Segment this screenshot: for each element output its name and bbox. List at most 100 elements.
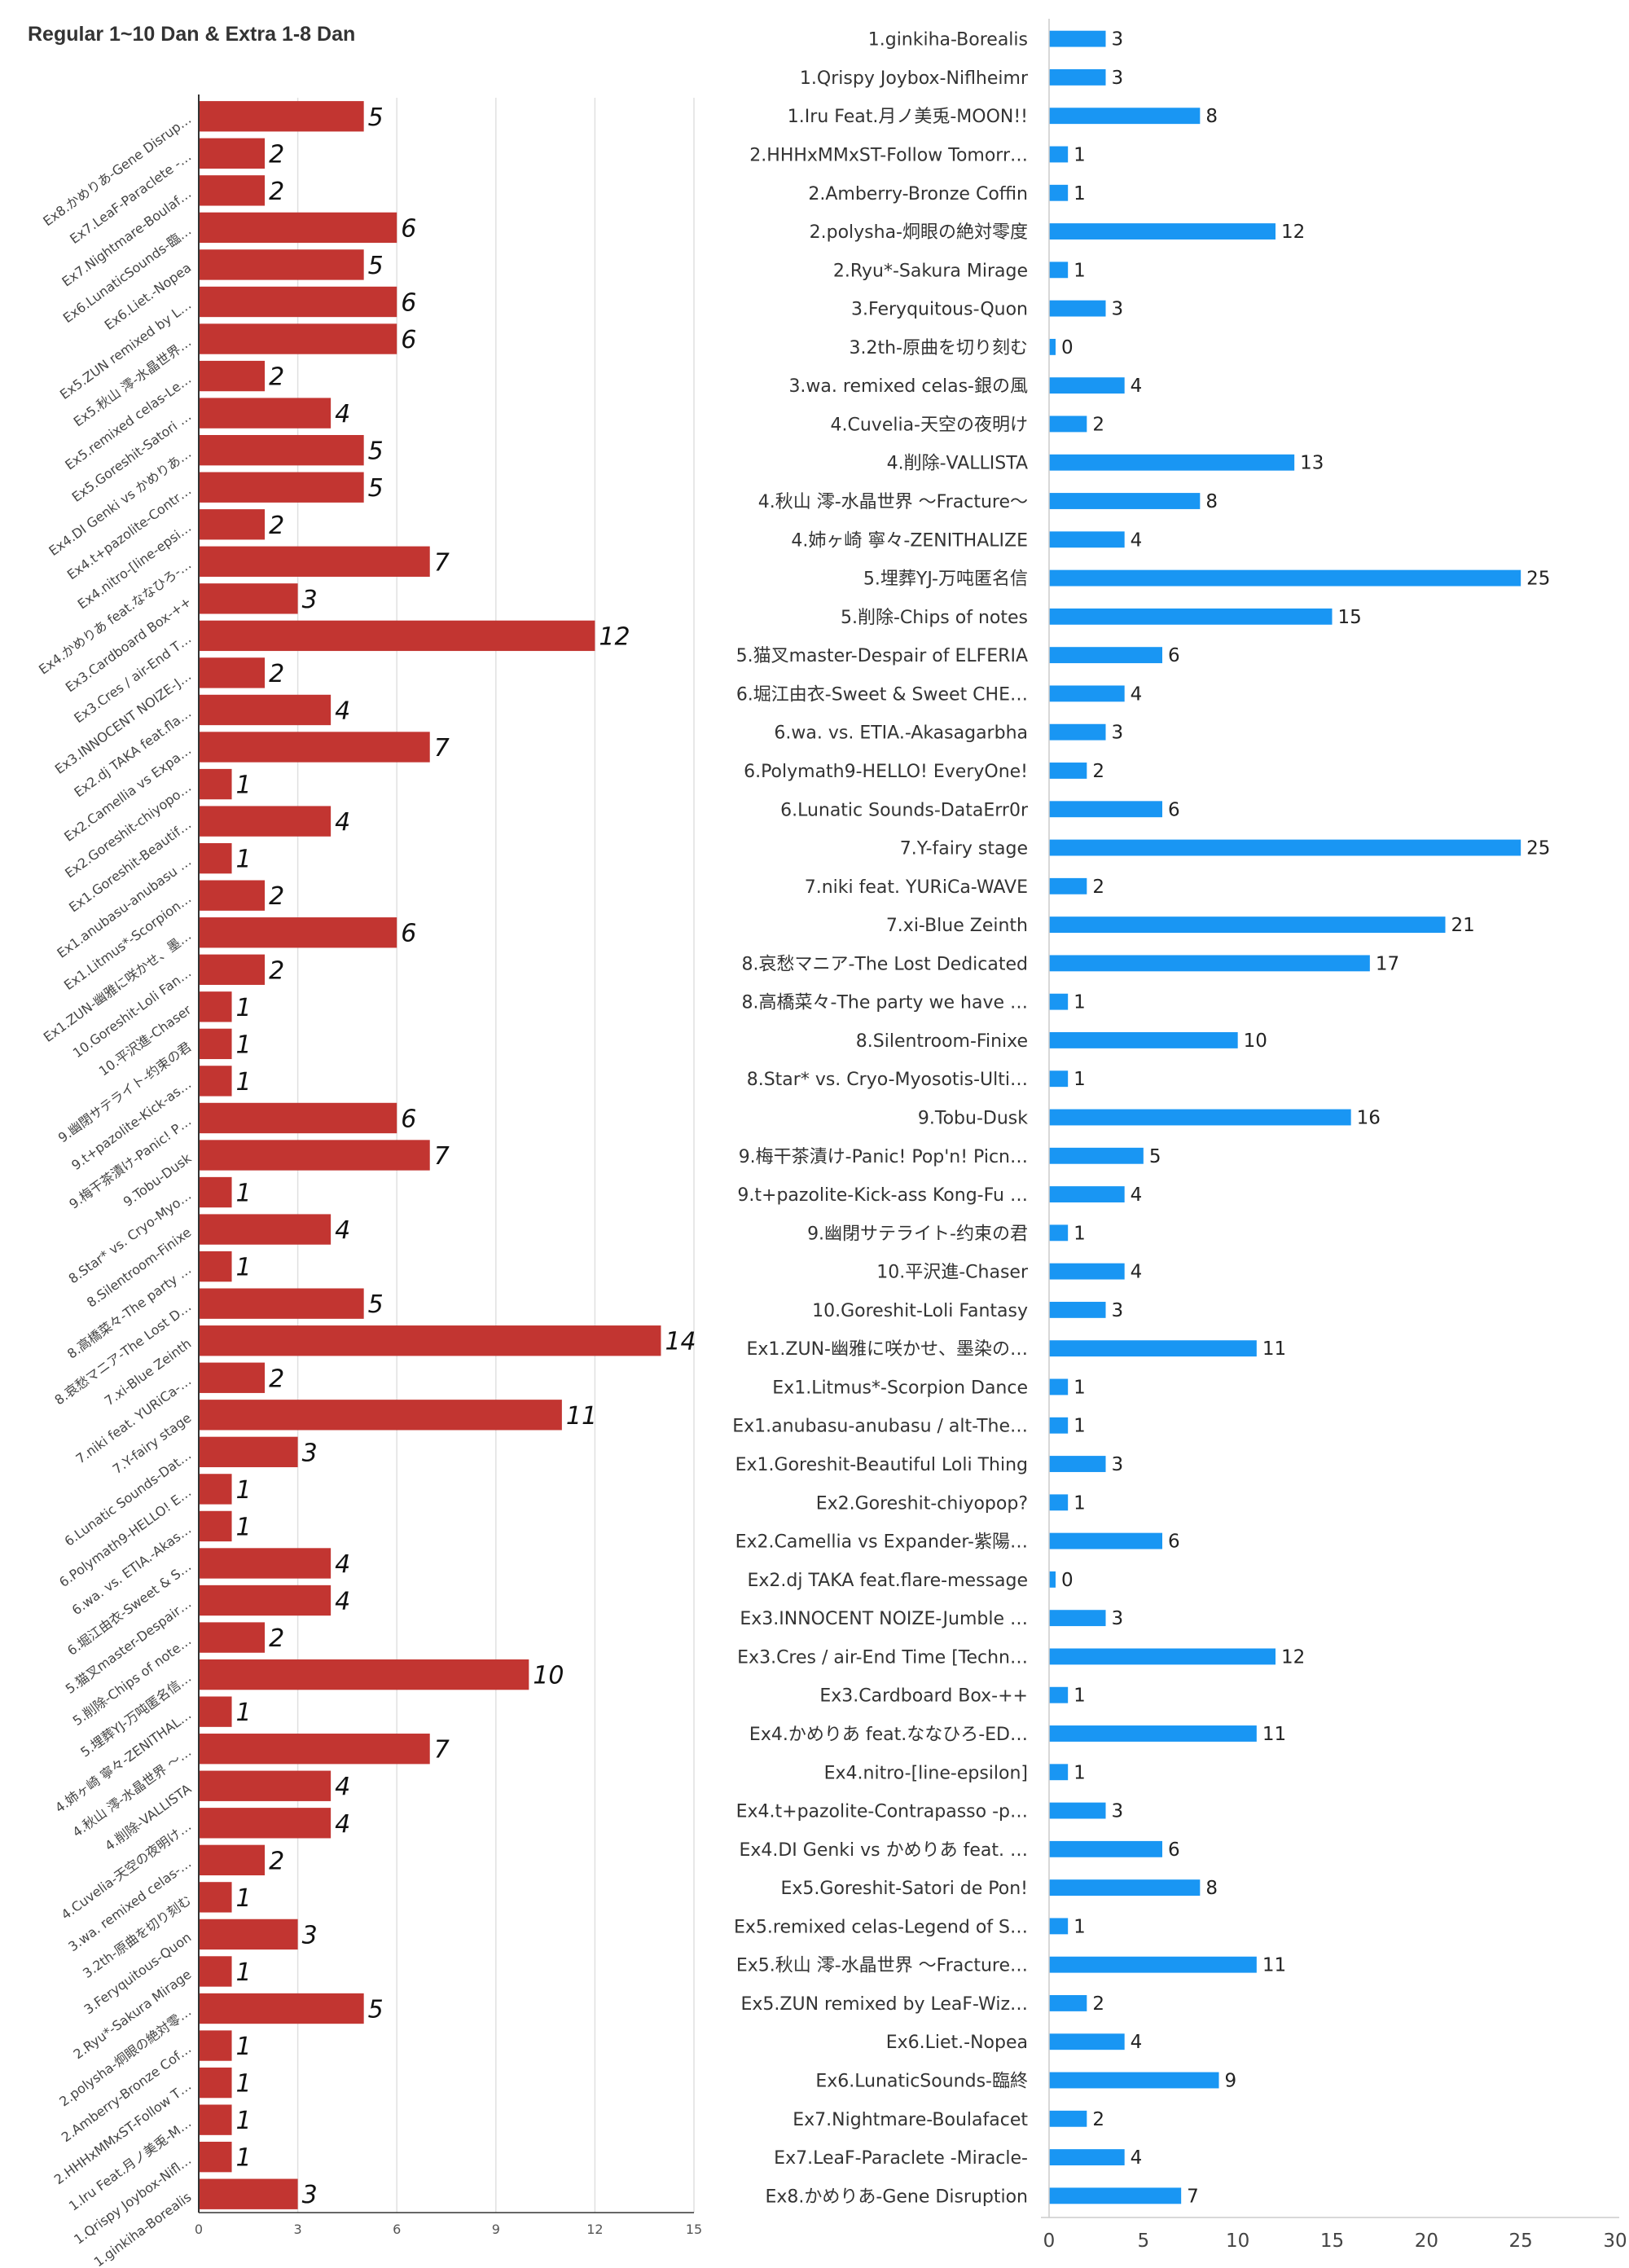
- left-bar-31: [199, 1250, 232, 1282]
- left-value-label-53: 1: [236, 2070, 252, 2099]
- right-category-label-52: Ex6.Liet.-Nopea: [886, 2033, 1028, 2053]
- right-bar-17: [1049, 685, 1125, 702]
- right-bar-8: [1049, 338, 1056, 355]
- right-value-label-50: 11: [1262, 1955, 1286, 1976]
- left-bar-3: [199, 212, 397, 244]
- right-bar-32: [1049, 1263, 1125, 1280]
- right-value-label-32: 4: [1131, 1262, 1143, 1283]
- left-bar-47: [199, 1844, 266, 1876]
- right-value-label-53: 9: [1225, 2071, 1237, 2092]
- right-bar-46: [1049, 1802, 1106, 1819]
- right-value-label-27: 1: [1074, 1069, 1086, 1090]
- right-bar-3: [1049, 146, 1069, 163]
- left-value-label-56: 3: [302, 2181, 318, 2209]
- right-category-label-28: 9.Tobu-Dusk: [918, 1109, 1028, 1129]
- right-bar-5: [1049, 223, 1276, 240]
- right-bar-9: [1049, 377, 1125, 394]
- right-bar-52: [1049, 2033, 1125, 2050]
- right-category-label-46: Ex4.t+pazolite-Contrapasso -p…: [736, 1802, 1028, 1822]
- left-bar-26: [199, 1066, 232, 1097]
- right-bar-50: [1049, 1956, 1257, 1973]
- left-bar-14: [199, 620, 595, 652]
- left-bar-18: [199, 768, 232, 800]
- right-bar-42: [1049, 1648, 1276, 1665]
- right-x-tick-label-6: 30: [1603, 2231, 1627, 2252]
- right-bar-51: [1049, 1995, 1087, 2011]
- left-bar-1: [199, 138, 266, 169]
- right-category-label-21: 7.Y-fairy stage: [900, 839, 1028, 859]
- right-x-tick-label-2: 10: [1226, 2231, 1249, 2252]
- left-value-label-32: 5: [368, 1290, 384, 1319]
- right-bar-37: [1049, 1456, 1106, 1472]
- left-value-label-17: 7: [434, 734, 450, 763]
- right-category-label-10: 4.Cuvelia-天空の夜明け: [831, 415, 1029, 435]
- left-value-label-52: 1: [236, 2033, 252, 2061]
- left-value-label-5: 6: [401, 288, 416, 317]
- right-category-label-47: Ex4.DI Genki vs かめりあ feat. …: [739, 1840, 1028, 1861]
- right-bar-44: [1049, 1725, 1257, 1742]
- right-category-label-32: 10.平沢進-Chaser: [876, 1263, 1029, 1283]
- right-value-label-56: 7: [1187, 2186, 1199, 2207]
- right-bar-23: [1049, 916, 1446, 934]
- left-bar-56: [199, 2178, 298, 2209]
- right-category-label-14: 5.埋葬YJ-万吨匿名信: [863, 569, 1028, 590]
- right-value-label-15: 15: [1338, 607, 1362, 628]
- right-value-label-7: 3: [1112, 299, 1124, 320]
- left-bar-0: [199, 101, 364, 132]
- right-value-label-25: 1: [1074, 992, 1086, 1013]
- left-bar-55: [199, 2142, 232, 2173]
- left-value-label-47: 2: [269, 1847, 284, 1875]
- left-bar-29: [199, 1176, 232, 1208]
- left-value-label-34: 2: [269, 1365, 284, 1393]
- right-category-label-11: 4.削除-VALLISTA: [887, 454, 1028, 474]
- right-category-label-31: 9.幽閉サテライト-约束の君: [807, 1224, 1028, 1244]
- right-bar-4: [1049, 184, 1069, 201]
- right-category-label-18: 6.wa. vs. ETIA.-Akasagarbha: [774, 723, 1028, 744]
- right-bar-56: [1049, 2187, 1182, 2204]
- left-value-label-0: 5: [368, 103, 384, 132]
- right-value-label-37: 3: [1112, 1454, 1124, 1475]
- right-category-label-25: 8.高橋菜々-The party we have …: [742, 993, 1028, 1013]
- left-bar-50: [199, 1956, 232, 1987]
- right-bar-33: [1049, 1301, 1106, 1318]
- left-value-label-2: 2: [269, 178, 284, 206]
- left-bar-5: [199, 286, 397, 318]
- right-bar-19: [1049, 763, 1087, 779]
- right-value-label-20: 6: [1168, 799, 1180, 820]
- left-bar-33: [199, 1325, 661, 1356]
- right-bar-45: [1049, 1764, 1069, 1781]
- left-value-label-12: 7: [434, 548, 450, 577]
- right-value-label-21: 25: [1526, 838, 1550, 859]
- right-value-label-43: 1: [1074, 1686, 1086, 1707]
- left-value-label-15: 2: [269, 660, 284, 688]
- left-value-label-9: 5: [368, 437, 384, 466]
- right-value-label-48: 8: [1205, 1878, 1218, 1899]
- right-category-label-54: Ex7.Nightmare-Boulafacet: [793, 2110, 1028, 2130]
- left-bar-22: [199, 917, 397, 948]
- right-category-label-42: Ex3.Cres / air-End Time [Techn…: [737, 1647, 1028, 1668]
- right-bar-21: [1049, 839, 1521, 856]
- left-x-tick-label-1: 3: [294, 2222, 302, 2237]
- right-category-label-35: Ex1.Litmus*-Scorpion Dance: [772, 1378, 1028, 1398]
- right-bar-55: [1049, 2149, 1125, 2166]
- right-bar-53: [1049, 2072, 1219, 2089]
- right-value-label-0: 3: [1112, 29, 1124, 51]
- left-value-label-24: 1: [236, 994, 252, 1022]
- right-value-label-46: 3: [1112, 1801, 1124, 1822]
- left-category-label-45: 4.削除-VALLISTA: [102, 1781, 194, 1854]
- left-x-tick-label-3: 9: [492, 2222, 500, 2237]
- left-category-label-33: 7.xi-Blue Zeinth: [102, 1336, 195, 1409]
- right-category-label-56: Ex8.かめりあ-Gene Disruption: [765, 2187, 1028, 2207]
- right-value-label-8: 0: [1061, 337, 1074, 358]
- left-bar-7: [199, 360, 266, 392]
- left-bar-38: [199, 1510, 232, 1542]
- left-bar-45: [199, 1770, 332, 1801]
- right-category-label-8: 3.2th-原曲を切り刻む: [850, 338, 1029, 358]
- right-bar-12: [1049, 493, 1201, 509]
- left-value-label-54: 1: [236, 2107, 252, 2135]
- left-value-label-50: 1: [236, 1958, 252, 1987]
- left-bar-23: [199, 954, 266, 985]
- right-value-label-29: 5: [1149, 1146, 1161, 1167]
- left-x-tick-label-4: 12: [586, 2222, 603, 2237]
- right-value-label-40: 0: [1061, 1570, 1074, 1591]
